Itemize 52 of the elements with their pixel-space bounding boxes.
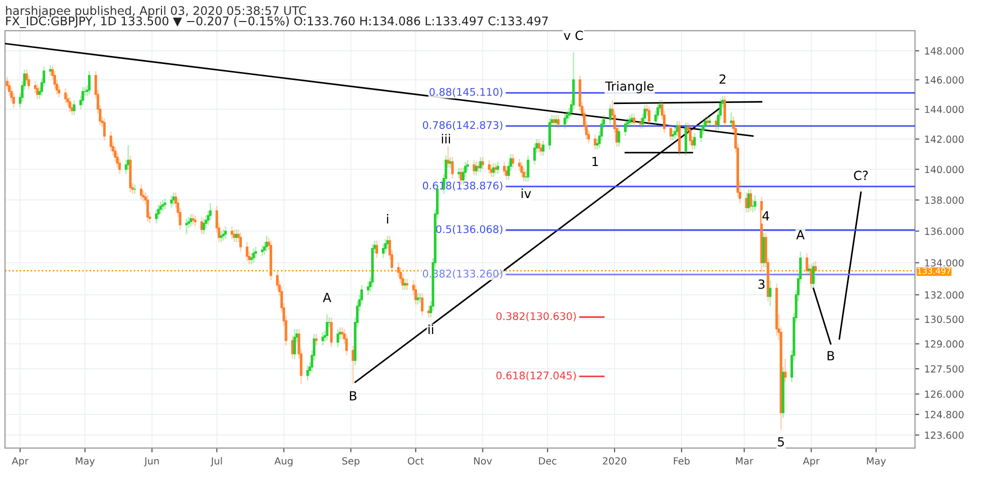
x-tick-label: Nov xyxy=(474,457,492,465)
x-tick-label: Jul xyxy=(210,457,222,466)
y-tick-label: 142.000 xyxy=(925,136,964,143)
y-tick-label: 138.000 xyxy=(925,196,964,204)
y-tick-label: 136.000 xyxy=(925,228,964,235)
y-tick-label: 144.000 xyxy=(925,106,964,114)
x-tick-label: May xyxy=(76,457,95,466)
x-tick-label: Feb xyxy=(674,457,690,465)
annotation: i xyxy=(387,214,388,224)
y-tick-label: 130.500 xyxy=(925,316,964,324)
annotation: A xyxy=(322,292,332,302)
annotation: 3 xyxy=(758,279,765,289)
annotation: B xyxy=(350,391,356,400)
annotation: Triangle xyxy=(605,81,654,94)
y-tick-label: 134.000 xyxy=(925,259,964,267)
y-tick-label: 123.600 xyxy=(925,432,964,439)
y-tick-label: 127.500 xyxy=(925,365,964,373)
y-tick-label: 129.000 xyxy=(925,340,964,348)
x-tick-label: Mar xyxy=(736,457,754,465)
x-tick-label: May xyxy=(866,457,886,466)
y-tick-label: 132.000 xyxy=(925,291,964,299)
series-label: 0.786(142.873) xyxy=(422,120,502,130)
series-label: 0.618(127.045) xyxy=(496,371,576,381)
annotation: iii xyxy=(442,134,450,144)
annotation: iv xyxy=(522,188,531,198)
annotation: ii xyxy=(428,324,434,334)
annotation: A xyxy=(796,230,805,240)
y-tick-label: 124.800 xyxy=(925,410,964,418)
y-tick-label: 148.000 xyxy=(925,47,964,55)
series-label: 0.382(130.630) xyxy=(496,312,576,322)
x-tick-label: Aug xyxy=(274,457,292,466)
y-tick-label: 126.000 xyxy=(925,390,964,398)
annotation: C? xyxy=(854,170,868,180)
annotation: 2 xyxy=(720,74,726,84)
x-tick-label: Sep xyxy=(342,457,360,466)
ref-line-label: 133.497 xyxy=(918,268,951,274)
y-tick-label: 146.000 xyxy=(925,76,964,84)
series-label: 0.88(145.110) xyxy=(430,88,502,98)
annotation: 5 xyxy=(778,437,784,446)
annotation: B xyxy=(828,351,834,360)
x-tick-label: Jun xyxy=(144,457,159,466)
x-tick-label: 2020 xyxy=(602,457,626,465)
y-tick-label: 140.000 xyxy=(925,166,964,174)
x-tick-label: Oct xyxy=(408,457,424,465)
annotation: 1 xyxy=(592,156,598,166)
annotation: 4 xyxy=(762,211,770,220)
chart-title: harshjapee published, April 03, 2020 05:38:57 UTC xyxy=(6,6,306,18)
annotation: v C xyxy=(564,30,583,40)
x-tick-label: Dec xyxy=(539,457,556,465)
x-tick-label: Apr xyxy=(802,457,820,466)
x-tick-label: Apr xyxy=(12,457,29,466)
chart-subtitle: FX_IDC:GBPJPY, 1D 133.500 ▼ −0.207 (−0.15%) O:133.760 H:134.086 L:133.497 C:133.497 xyxy=(6,16,548,28)
